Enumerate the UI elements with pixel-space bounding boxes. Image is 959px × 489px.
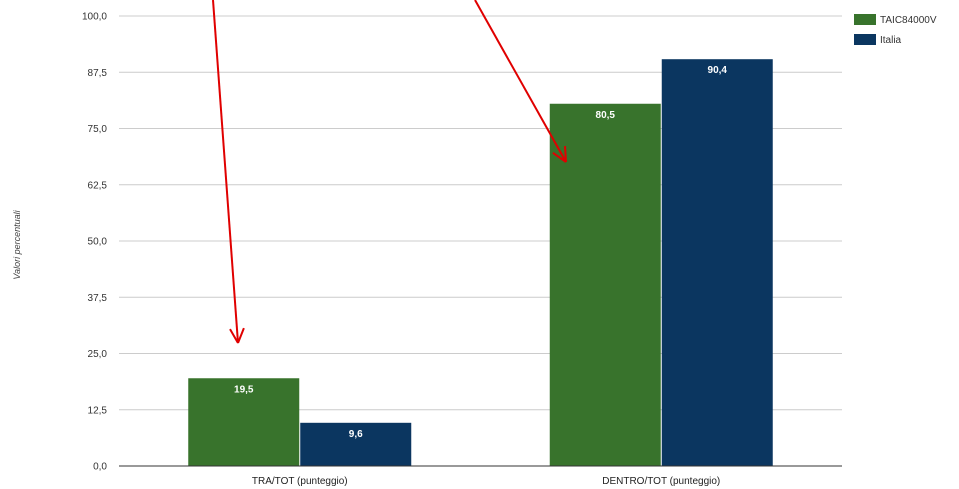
bar-taic84000v-1	[188, 378, 300, 466]
legend-label: Italia	[880, 35, 902, 46]
y-tick-label: 50,0	[88, 237, 108, 248]
arrow-head	[564, 145, 567, 163]
bar-italia-1	[300, 422, 412, 466]
category-label: TRA/TOT (punteggio)	[252, 476, 348, 487]
bar-value-label: 90,4	[708, 65, 728, 76]
bar-italia-2	[661, 59, 773, 466]
legend[interactable]: TAIC84000V Italia	[854, 14, 937, 46]
legend-swatch	[854, 14, 876, 25]
arrow-shaft	[212, 0, 239, 344]
y-tick-label: 0,0	[93, 462, 107, 473]
arrow-head	[229, 328, 239, 344]
bar-taic84000v-2	[549, 103, 661, 466]
grid-lines	[119, 15, 842, 411]
y-tick-label: 100,0	[82, 12, 107, 23]
y-tick-label: 62,5	[88, 180, 108, 191]
category-labels: TRA/TOT (punteggio) DENTRO/TOT (punteggio…	[252, 476, 720, 487]
bars: 19,5 9,6 80,5 90,4	[188, 59, 773, 466]
y-tick-label: 37,5	[88, 293, 108, 304]
annotation-arrows	[212, 0, 567, 344]
y-tick-label: 87,5	[88, 68, 108, 79]
bar-value-label: 80,5	[596, 110, 616, 121]
bar-value-label: 9,6	[349, 429, 363, 440]
bar-value-label: 19,5	[234, 384, 254, 395]
legend-label: TAIC84000V	[880, 15, 937, 26]
arrow-head	[552, 152, 567, 163]
y-tick-label: 12,5	[88, 405, 108, 416]
y-tick-label: 75,0	[88, 124, 108, 135]
legend-swatch	[854, 34, 876, 45]
y-axis-label: Valori percentuali	[12, 209, 22, 279]
y-axis-ticks: 0,0 12,5 25,0 37,5 50,0 62,5 75,0 87,5 100,0	[82, 12, 107, 473]
arrow-head	[237, 327, 245, 344]
arrow-shaft	[474, 0, 567, 163]
y-tick-label: 25,0	[88, 349, 108, 360]
category-label: DENTRO/TOT (punteggio)	[602, 476, 720, 487]
